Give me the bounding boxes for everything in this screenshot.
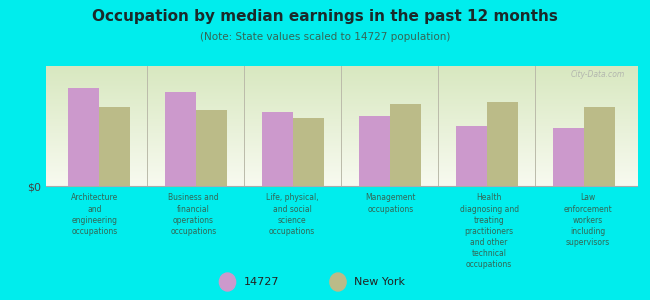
Text: Business and
financial
operations
occupations: Business and financial operations occupa… <box>168 194 218 236</box>
Text: Occupation by median earnings in the past 12 months: Occupation by median earnings in the pas… <box>92 9 558 24</box>
Text: Architecture
and
engineering
occupations: Architecture and engineering occupations <box>71 194 118 236</box>
Text: City-Data.com: City-Data.com <box>571 70 625 79</box>
Bar <box>164 92 196 186</box>
Text: 14727: 14727 <box>244 277 280 287</box>
Bar <box>292 118 324 186</box>
Bar <box>552 128 584 186</box>
Ellipse shape <box>219 273 235 291</box>
Text: Management
occupations: Management occupations <box>365 194 416 214</box>
Text: Life, physical,
and social
science
occupations: Life, physical, and social science occup… <box>266 194 318 236</box>
Text: Law
enforcement
workers
including
supervisors: Law enforcement workers including superv… <box>564 194 612 247</box>
Bar <box>390 104 421 186</box>
Bar <box>262 112 292 186</box>
Ellipse shape <box>330 273 346 291</box>
Text: (Note: State values scaled to 14727 population): (Note: State values scaled to 14727 popu… <box>200 32 450 41</box>
Bar <box>196 110 227 186</box>
Bar <box>99 107 130 186</box>
Bar <box>359 116 390 186</box>
Bar <box>68 88 99 186</box>
Bar <box>456 126 487 186</box>
Text: Health
diagnosing and
treating
practitioners
and other
technical
occupations: Health diagnosing and treating practitio… <box>460 194 519 269</box>
Text: New York: New York <box>354 277 405 287</box>
Bar <box>584 107 615 186</box>
Bar <box>487 102 518 186</box>
